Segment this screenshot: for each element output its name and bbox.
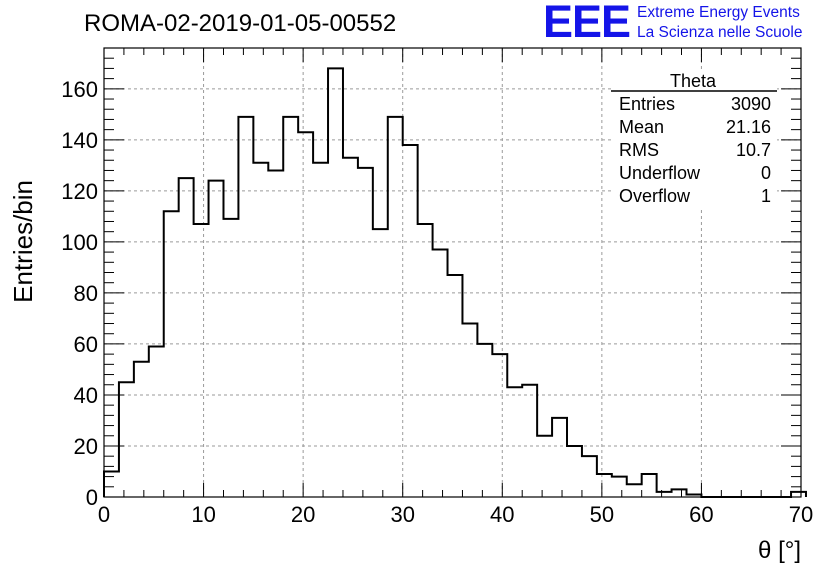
- histogram-bin: [477, 344, 492, 497]
- stats-label-overflow: Overflow: [619, 186, 691, 206]
- histogram-series: [103, 67, 807, 498]
- histogram-bin: [507, 387, 522, 497]
- x-tick-labels: 0 10 20 30 40 50 60 70: [98, 502, 813, 527]
- histogram-bin: [253, 163, 268, 497]
- grid-lines: [104, 48, 801, 497]
- histogram-bin: [462, 324, 477, 497]
- y-tick-label: 160: [61, 77, 98, 102]
- stats-label-rms: RMS: [619, 140, 659, 160]
- stats-label-underflow: Underflow: [619, 163, 701, 183]
- histogram-outline: [103, 67, 807, 498]
- histogram-bin: [642, 474, 657, 497]
- y-tick-label: 100: [61, 230, 98, 255]
- x-tick-label: 10: [191, 502, 215, 527]
- histogram-bin: [209, 181, 224, 497]
- histogram-bin: [537, 436, 552, 497]
- stats-value-rms: 10.7: [736, 140, 771, 160]
- x-axis-label: θ [°]: [758, 537, 801, 564]
- logo-caption-line1: Extreme Energy Events: [637, 4, 800, 21]
- histogram-bin: [448, 275, 463, 497]
- histogram-bin: [552, 418, 567, 497]
- histogram-bin: [597, 474, 612, 497]
- stats-name: Theta: [670, 71, 717, 91]
- stats-value-overflow: 1: [761, 186, 771, 206]
- y-tick-labels: 0 20 40 60 80 100 120 140 160: [61, 77, 98, 510]
- y-tick-label: 0: [86, 485, 98, 510]
- histogram-bin: [418, 224, 433, 497]
- x-tick-label: 0: [98, 502, 110, 527]
- x-tick-label: 60: [689, 502, 713, 527]
- axis-ticks: [103, 47, 802, 498]
- histogram-bin: [328, 68, 343, 497]
- stats-value-entries: 3090: [731, 94, 771, 114]
- histogram-bin: [567, 446, 582, 497]
- histogram-bin: [522, 385, 537, 497]
- y-tick-label: 140: [61, 128, 98, 153]
- stats-value-underflow: 0: [761, 163, 771, 183]
- histogram-bin: [627, 484, 642, 497]
- histogram-bin: [433, 250, 448, 497]
- stats-label-entries: Entries: [619, 94, 675, 114]
- histogram-bin: [134, 362, 149, 497]
- eee-logo: EEE: [543, 0, 631, 47]
- y-tick-label: 20: [74, 434, 98, 459]
- histogram-bin: [358, 168, 373, 497]
- histogram-bin: [223, 219, 238, 497]
- histogram-bin: [238, 117, 253, 497]
- y-tick-label: 80: [74, 281, 98, 306]
- y-axis-label: Entries/bin: [8, 180, 38, 303]
- histogram-bin: [373, 229, 388, 497]
- y-tick-label: 40: [74, 383, 98, 408]
- stats-label-mean: Mean: [619, 117, 664, 137]
- x-tick-label: 70: [789, 502, 813, 527]
- histogram-bin: [283, 117, 298, 497]
- histogram-bin: [612, 477, 627, 497]
- logo-caption-line2: La Scienza nelle Scuole: [637, 24, 803, 41]
- stats-value-mean: 21.16: [726, 117, 771, 137]
- x-tick-label: 50: [590, 502, 614, 527]
- histogram-bin: [149, 346, 164, 497]
- histogram-bin: [179, 178, 194, 497]
- histogram-bin: [582, 456, 597, 497]
- y-tick-label: 120: [61, 179, 98, 204]
- histogram-bin: [313, 163, 328, 497]
- plot-title: ROMA-02-2019-01-05-00552: [84, 10, 397, 37]
- stats-box-bg: [611, 72, 777, 210]
- histogram-bin: [194, 224, 209, 497]
- histogram-bin: [164, 211, 179, 497]
- histogram-bin: [119, 382, 134, 497]
- x-tick-label: 40: [490, 502, 514, 527]
- histogram-bin: [403, 145, 418, 497]
- stats-box: Theta Entries 3090 Mean 21.16 RMS 10.7 U…: [611, 71, 777, 210]
- y-tick-label: 60: [74, 332, 98, 357]
- histogram-bin: [268, 170, 283, 497]
- histogram-bin: [104, 471, 119, 497]
- histogram-bin: [492, 354, 507, 497]
- x-tick-label: 20: [291, 502, 315, 527]
- x-tick-label: 30: [390, 502, 414, 527]
- histogram-bin: [672, 489, 687, 497]
- histogram-bin: [298, 132, 313, 497]
- histogram-bin: [388, 117, 403, 497]
